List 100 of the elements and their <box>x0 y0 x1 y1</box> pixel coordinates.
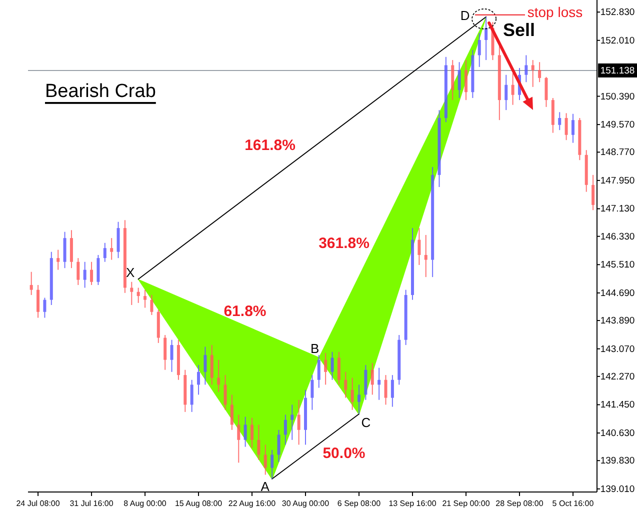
y-tick-label: 141.450 <box>600 399 635 410</box>
candlestick <box>458 62 461 98</box>
candlestick <box>250 417 254 448</box>
candlestick <box>204 346 207 386</box>
candlestick <box>76 258 80 286</box>
candlestick <box>224 374 227 410</box>
x-tick-label: 6 Sep 08:00 <box>337 498 382 508</box>
x-tick-label: 8 Aug 00:00 <box>124 498 167 508</box>
candlestick <box>30 271 33 296</box>
x-tick-label: 31 Jul 16:00 <box>70 498 114 508</box>
annotation: D <box>460 7 470 22</box>
candlestick <box>418 228 421 266</box>
candlestick <box>96 254 100 286</box>
candlestick <box>244 416 247 448</box>
candlestick <box>370 362 374 396</box>
y-tick-label: 146.330 <box>600 230 635 242</box>
candlestick <box>230 394 234 430</box>
candlestick <box>297 399 300 446</box>
candlestick <box>350 377 354 410</box>
candlestick <box>103 242 106 262</box>
candlestick <box>217 359 220 392</box>
annotation: A <box>260 478 270 494</box>
candlestick <box>164 334 167 370</box>
annotation: C <box>361 414 371 430</box>
candlestick <box>337 351 340 386</box>
candlestick <box>170 339 174 372</box>
x-tick-label: 15 Aug 08:00 <box>174 498 223 508</box>
candlestick <box>564 112 568 141</box>
candlestick <box>70 230 73 269</box>
annotation: 361.8% <box>318 234 370 252</box>
candlestick <box>277 429 280 462</box>
candlestick <box>330 351 334 380</box>
y-tick-label: 139.830 <box>600 455 635 466</box>
candlestick <box>384 374 388 406</box>
candlestick <box>592 174 595 211</box>
x-tick-label: 5 Oct 16:00 <box>552 498 594 508</box>
candlestick <box>317 354 320 388</box>
annotation: 50.0% <box>322 444 366 462</box>
candlestick <box>190 379 194 412</box>
x-tick-label: 21 Sep 00:00 <box>442 498 490 508</box>
candlestick <box>150 294 154 316</box>
candlestick <box>464 60 468 101</box>
candlestick <box>83 261 86 288</box>
candlestick <box>116 221 120 259</box>
candlestick <box>284 414 287 446</box>
y-tick-label: 144.690 <box>600 287 635 298</box>
y-tick-label: 142.270 <box>600 370 635 382</box>
candlestick <box>237 414 240 464</box>
candlestick <box>136 287 140 304</box>
candlestick <box>144 289 147 308</box>
y-tick-label: 140.630 <box>600 428 635 438</box>
x-tick-label: 28 Sep 08:00 <box>496 498 544 508</box>
y-tick-label: 147.130 <box>600 203 635 214</box>
candlestick <box>90 261 94 286</box>
y-tick-label: 147.950 <box>600 174 635 186</box>
candlestick <box>390 374 394 408</box>
candlestick <box>524 54 528 83</box>
candlestick <box>558 112 562 131</box>
annotation: B <box>310 340 320 356</box>
candlestick <box>310 374 314 410</box>
candlestick <box>571 113 574 144</box>
candlestick <box>270 449 274 480</box>
candlestick <box>484 16 488 61</box>
y-tick-label: 152.010 <box>600 34 635 46</box>
candlestick <box>424 234 428 278</box>
candlestick <box>56 249 60 270</box>
annotation: stop loss <box>527 4 583 20</box>
y-tick-label: 145.510 <box>600 259 635 270</box>
candlestick <box>478 32 481 68</box>
candlestick <box>264 444 267 476</box>
y-tick-label: 143.890 <box>600 315 635 326</box>
candlestick <box>110 238 114 260</box>
candlestick <box>197 364 200 396</box>
y-tick-label: 139.010 <box>600 483 635 494</box>
y-tick-label: 143.070 <box>600 343 635 354</box>
candlestick <box>210 344 214 386</box>
y-tick-label: 150.390 <box>600 90 635 102</box>
y-tick-label: 152.830 <box>600 6 635 18</box>
candlestick <box>511 72 514 106</box>
candlestick <box>290 404 294 440</box>
annotation: 61.8% <box>224 302 266 320</box>
candlestick <box>324 352 328 386</box>
y-tick-label: 148.770 <box>600 146 635 158</box>
candlestick <box>130 281 134 306</box>
candlestick <box>43 297 46 318</box>
candlestick <box>378 367 381 400</box>
annotation: Sell <box>502 20 536 40</box>
candlestick <box>544 76 548 108</box>
candlestick <box>257 424 260 460</box>
x-tick-label: 22 Aug 16:00 <box>228 498 276 508</box>
text: Bearish Crab <box>45 80 156 102</box>
candlestick <box>36 284 40 318</box>
annotation: 161.8% <box>244 136 296 154</box>
annotation: X <box>126 264 135 280</box>
candlestick <box>531 60 534 88</box>
x-tick-label: 13 Sep 16:00 <box>388 498 437 508</box>
candlestick <box>63 231 66 269</box>
y-tick-label: 149.570 <box>600 119 635 130</box>
x-tick-label: 24 Jul 08:00 <box>16 498 60 508</box>
candlestick <box>344 371 348 398</box>
